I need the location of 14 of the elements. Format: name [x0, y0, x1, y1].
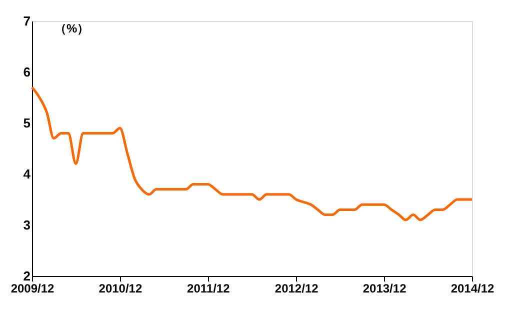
- y-tick-label: 4: [23, 166, 32, 182]
- line-series: [30, 86, 474, 222]
- y-tick-label: 6: [23, 64, 30, 80]
- y-axis-title: （%）: [54, 22, 90, 36]
- y-tick-label: 5: [23, 116, 30, 130]
- x-tick-label: 2011/12: [187, 282, 230, 296]
- y-tick-label: 2: [23, 268, 30, 284]
- x-tick-label: 2013/12: [362, 282, 407, 296]
- x-tick-label: 2014/12: [450, 282, 495, 296]
- x-tick-label: 2012/12: [274, 282, 319, 296]
- y-tick-label: 3: [23, 218, 30, 232]
- x-tick-label: 2010/12: [98, 282, 142, 296]
- x-tick-label: 2009/12: [10, 282, 55, 296]
- y-tick-label: 7: [23, 14, 30, 28]
